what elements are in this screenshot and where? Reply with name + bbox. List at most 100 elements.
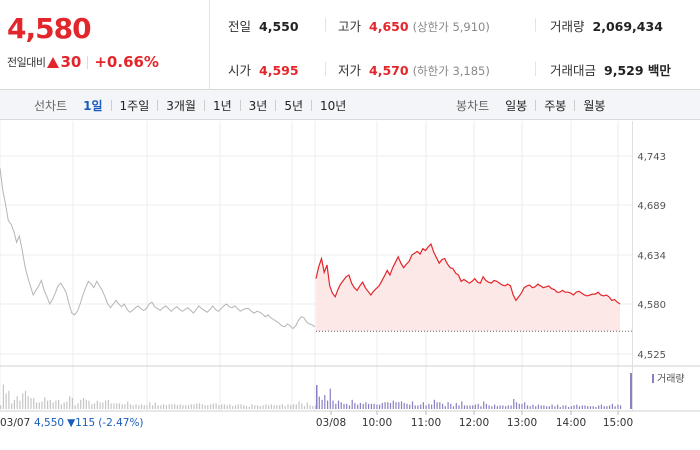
volume-bar	[395, 402, 397, 409]
volume-bar	[368, 403, 370, 409]
volume-bar	[351, 399, 353, 409]
today-line	[315, 242, 621, 305]
volume-bar	[248, 407, 250, 409]
volume-bar	[221, 404, 223, 409]
volume-bar	[80, 399, 82, 409]
volume-bar	[431, 404, 433, 409]
x-tick-label: 12:00	[459, 417, 489, 429]
volume-bar	[346, 403, 348, 409]
volume-bar	[324, 395, 326, 409]
volume-bar	[515, 402, 518, 409]
volume-bar	[16, 396, 18, 409]
volume-bar	[160, 405, 162, 409]
volume-bar	[135, 404, 137, 409]
volume-bar	[204, 405, 206, 409]
volume-bar	[60, 404, 62, 409]
volume-bar	[96, 400, 98, 409]
stat-label: 시가	[228, 63, 252, 78]
volume-bar	[524, 402, 526, 409]
volume-bar	[157, 405, 159, 409]
volume-bar	[13, 399, 15, 409]
tab-line-4[interactable]: 3년	[248, 98, 268, 113]
candle-chart-tabs: 봉차트 일봉 주봉 월봉	[456, 90, 609, 120]
tab-line-1[interactable]: 1주일	[119, 98, 150, 113]
x-axis: 03/08 10:00 11:00 12:00 13:00 14:00 15:00 03/07…	[0, 411, 633, 429]
y-axis: 4,525 4,580 4,634 4,689 4,743	[637, 152, 666, 361]
volume-bar	[234, 405, 237, 409]
volume-bar	[38, 402, 40, 409]
volume-bar	[0, 405, 2, 409]
volume-bar	[565, 405, 567, 409]
volume-bar	[521, 403, 523, 409]
volume-bar	[562, 405, 564, 409]
volume-bar	[513, 399, 515, 409]
volume-bar	[179, 404, 181, 409]
volume-bar	[265, 404, 267, 409]
volume-bar	[559, 407, 561, 409]
prev-day-pct: (-2.47%)	[98, 417, 143, 429]
volume-bar	[82, 398, 85, 409]
volume-bar	[165, 405, 167, 409]
change-divider	[87, 55, 89, 69]
volume-bar	[163, 404, 165, 409]
volume-bar	[406, 403, 408, 409]
volume-bar	[190, 404, 192, 409]
volume-bar	[279, 405, 281, 409]
volume-bar	[447, 402, 449, 409]
volume-bar	[335, 403, 337, 409]
volume-bar	[554, 406, 556, 409]
volume-bar	[420, 404, 422, 409]
volume-bar	[185, 405, 187, 409]
volume-bar	[543, 405, 545, 409]
volume-bar	[387, 402, 389, 409]
volume-bar	[8, 390, 10, 409]
volume-bar	[58, 399, 60, 409]
volume-bar	[332, 400, 334, 409]
stat-value: 9,529 백만	[604, 63, 671, 78]
stat-label: 고가	[338, 19, 362, 34]
tab-line-6[interactable]: 10년	[320, 98, 347, 113]
stat-value: 4,595	[259, 63, 299, 78]
stat-label: 거래대금	[550, 63, 597, 78]
volume-bar	[66, 401, 68, 409]
volume-bar	[52, 402, 54, 409]
line-chart-tabs: 선차트 1일 1주일 3개월 1년 3년 5년 10년	[34, 90, 350, 120]
volume-bar	[102, 402, 104, 409]
volume-bar	[262, 405, 264, 409]
volume-bar	[409, 404, 411, 409]
volume-bar	[88, 400, 90, 409]
volume-bar	[620, 405, 622, 409]
tab-line-0[interactable]: 1일	[83, 98, 103, 113]
volume-bar	[124, 404, 126, 409]
volume-bar	[85, 399, 87, 409]
volume-bar	[127, 401, 129, 409]
volume-bar	[268, 405, 270, 409]
tab-line-5[interactable]: 5년	[284, 98, 304, 113]
stat-value: 2,069,434	[592, 19, 663, 34]
tab-line-3[interactable]: 1년	[212, 98, 232, 113]
tab-candle-0[interactable]: 일봉	[505, 98, 528, 113]
today-series	[315, 242, 632, 332]
volume-bar	[365, 402, 367, 409]
volume-bar	[309, 405, 311, 409]
divider	[535, 18, 536, 32]
stat-value: 4,570	[369, 63, 409, 78]
tab-line-2[interactable]: 3개월	[166, 98, 196, 113]
volume-bar	[611, 403, 613, 409]
volume-bar	[74, 405, 76, 409]
volume-bar	[381, 403, 383, 409]
volume-bar	[176, 405, 178, 409]
volume-bar	[113, 403, 115, 409]
current-price-box: 4,580 전일대비 30 +0.66%	[0, 0, 210, 90]
volume-bar	[174, 404, 176, 409]
volume-bar	[452, 406, 455, 409]
volume-bar	[47, 400, 49, 409]
tab-divider	[110, 99, 112, 111]
change-label: 전일대비	[7, 56, 46, 69]
tab-candle-2[interactable]: 월봉	[583, 98, 606, 113]
volume-bar	[118, 403, 120, 409]
tab-candle-1[interactable]: 주봉	[544, 98, 567, 113]
volume-bar	[2, 384, 4, 409]
volume-bar	[327, 400, 329, 409]
volume-bar	[428, 403, 430, 409]
